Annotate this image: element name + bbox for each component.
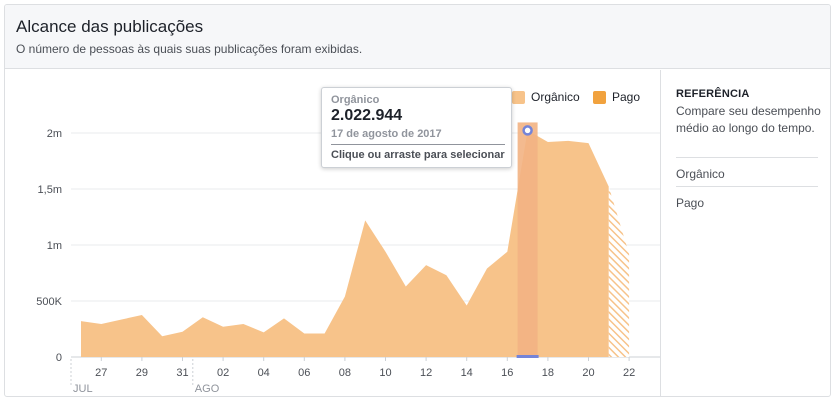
x-tick-label: 02 (217, 367, 229, 379)
y-tick-label: 2m (47, 128, 62, 140)
reference-item-paid[interactable]: Pago (676, 196, 705, 210)
post-reach-card: Alcance das publicações O número de pess… (4, 4, 831, 397)
reference-item-organic[interactable]: Orgânico (676, 167, 725, 181)
x-month-label: JUL (73, 383, 93, 395)
chart-tooltip: Orgânico 2.022.944 17 de agosto de 2017 … (321, 87, 512, 168)
x-tick-label: 29 (136, 367, 148, 379)
x-tick-label: 12 (420, 367, 432, 379)
reference-divider (676, 157, 818, 158)
organic-partial-area (608, 186, 630, 357)
y-tick-label: 1m (47, 240, 62, 252)
tooltip-series: Orgânico (331, 94, 380, 106)
page-subtitle: O número de pessoas às quais suas public… (16, 42, 363, 56)
reference-panel: REFERÊNCIA Compare seu desempenho médio … (660, 70, 830, 396)
y-tick-label: 500K (36, 296, 62, 308)
x-tick-label: 04 (258, 367, 270, 379)
reference-description: Compare seu desempenho médio ao longo do… (676, 104, 821, 135)
reference-title: REFERÊNCIA (676, 88, 750, 100)
reach-chart[interactable]: 0 500K 1m 1,5m 2m 27 29 31 02 04 06 08 10 12 14 16 18 20 2… (5, 70, 660, 397)
legend-paid-label: Pago (612, 90, 641, 104)
tooltip-value: 2.022.944 (331, 107, 403, 124)
data-point-marker (522, 125, 533, 136)
legend-paid[interactable]: Pago (593, 90, 640, 104)
x-tick-label: 16 (501, 367, 513, 379)
highlight-column (517, 122, 538, 357)
legend-organic[interactable]: Orgânico (512, 90, 580, 104)
x-month-label: AGO (195, 383, 220, 395)
selection-marker (516, 355, 539, 358)
page-title: Alcance das publicações (16, 17, 204, 36)
x-tick-label: 18 (542, 367, 554, 379)
x-tick-label: 22 (623, 367, 635, 379)
x-tick-label: 31 (176, 367, 188, 379)
card-header: Alcance das publicações O número de pess… (5, 5, 830, 69)
tooltip-hint: Clique ou arraste para selecionar (331, 149, 505, 161)
x-tick-label: 10 (379, 367, 391, 379)
chart-area[interactable]: 0 500K 1m 1,5m 2m 27 29 31 02 04 06 08 10 12 14 16 18 20 2… (5, 70, 660, 397)
organic-area-series (81, 130, 609, 357)
legend-organic-swatch (512, 90, 525, 104)
y-tick-label: 0 (56, 352, 62, 364)
x-tick-label: 06 (298, 367, 310, 379)
x-tick-label: 08 (339, 367, 351, 379)
y-tick-label: 1,5m (38, 184, 62, 196)
legend-organic-label: Orgânico (531, 90, 580, 104)
legend-paid-swatch (593, 90, 606, 104)
tooltip-divider (331, 144, 505, 145)
tooltip-date: 17 de agosto de 2017 (331, 128, 442, 140)
x-tick-label: 20 (582, 367, 594, 379)
x-tick-label: 14 (461, 367, 473, 379)
x-tick-label: 27 (95, 367, 107, 379)
reference-divider (676, 186, 818, 187)
